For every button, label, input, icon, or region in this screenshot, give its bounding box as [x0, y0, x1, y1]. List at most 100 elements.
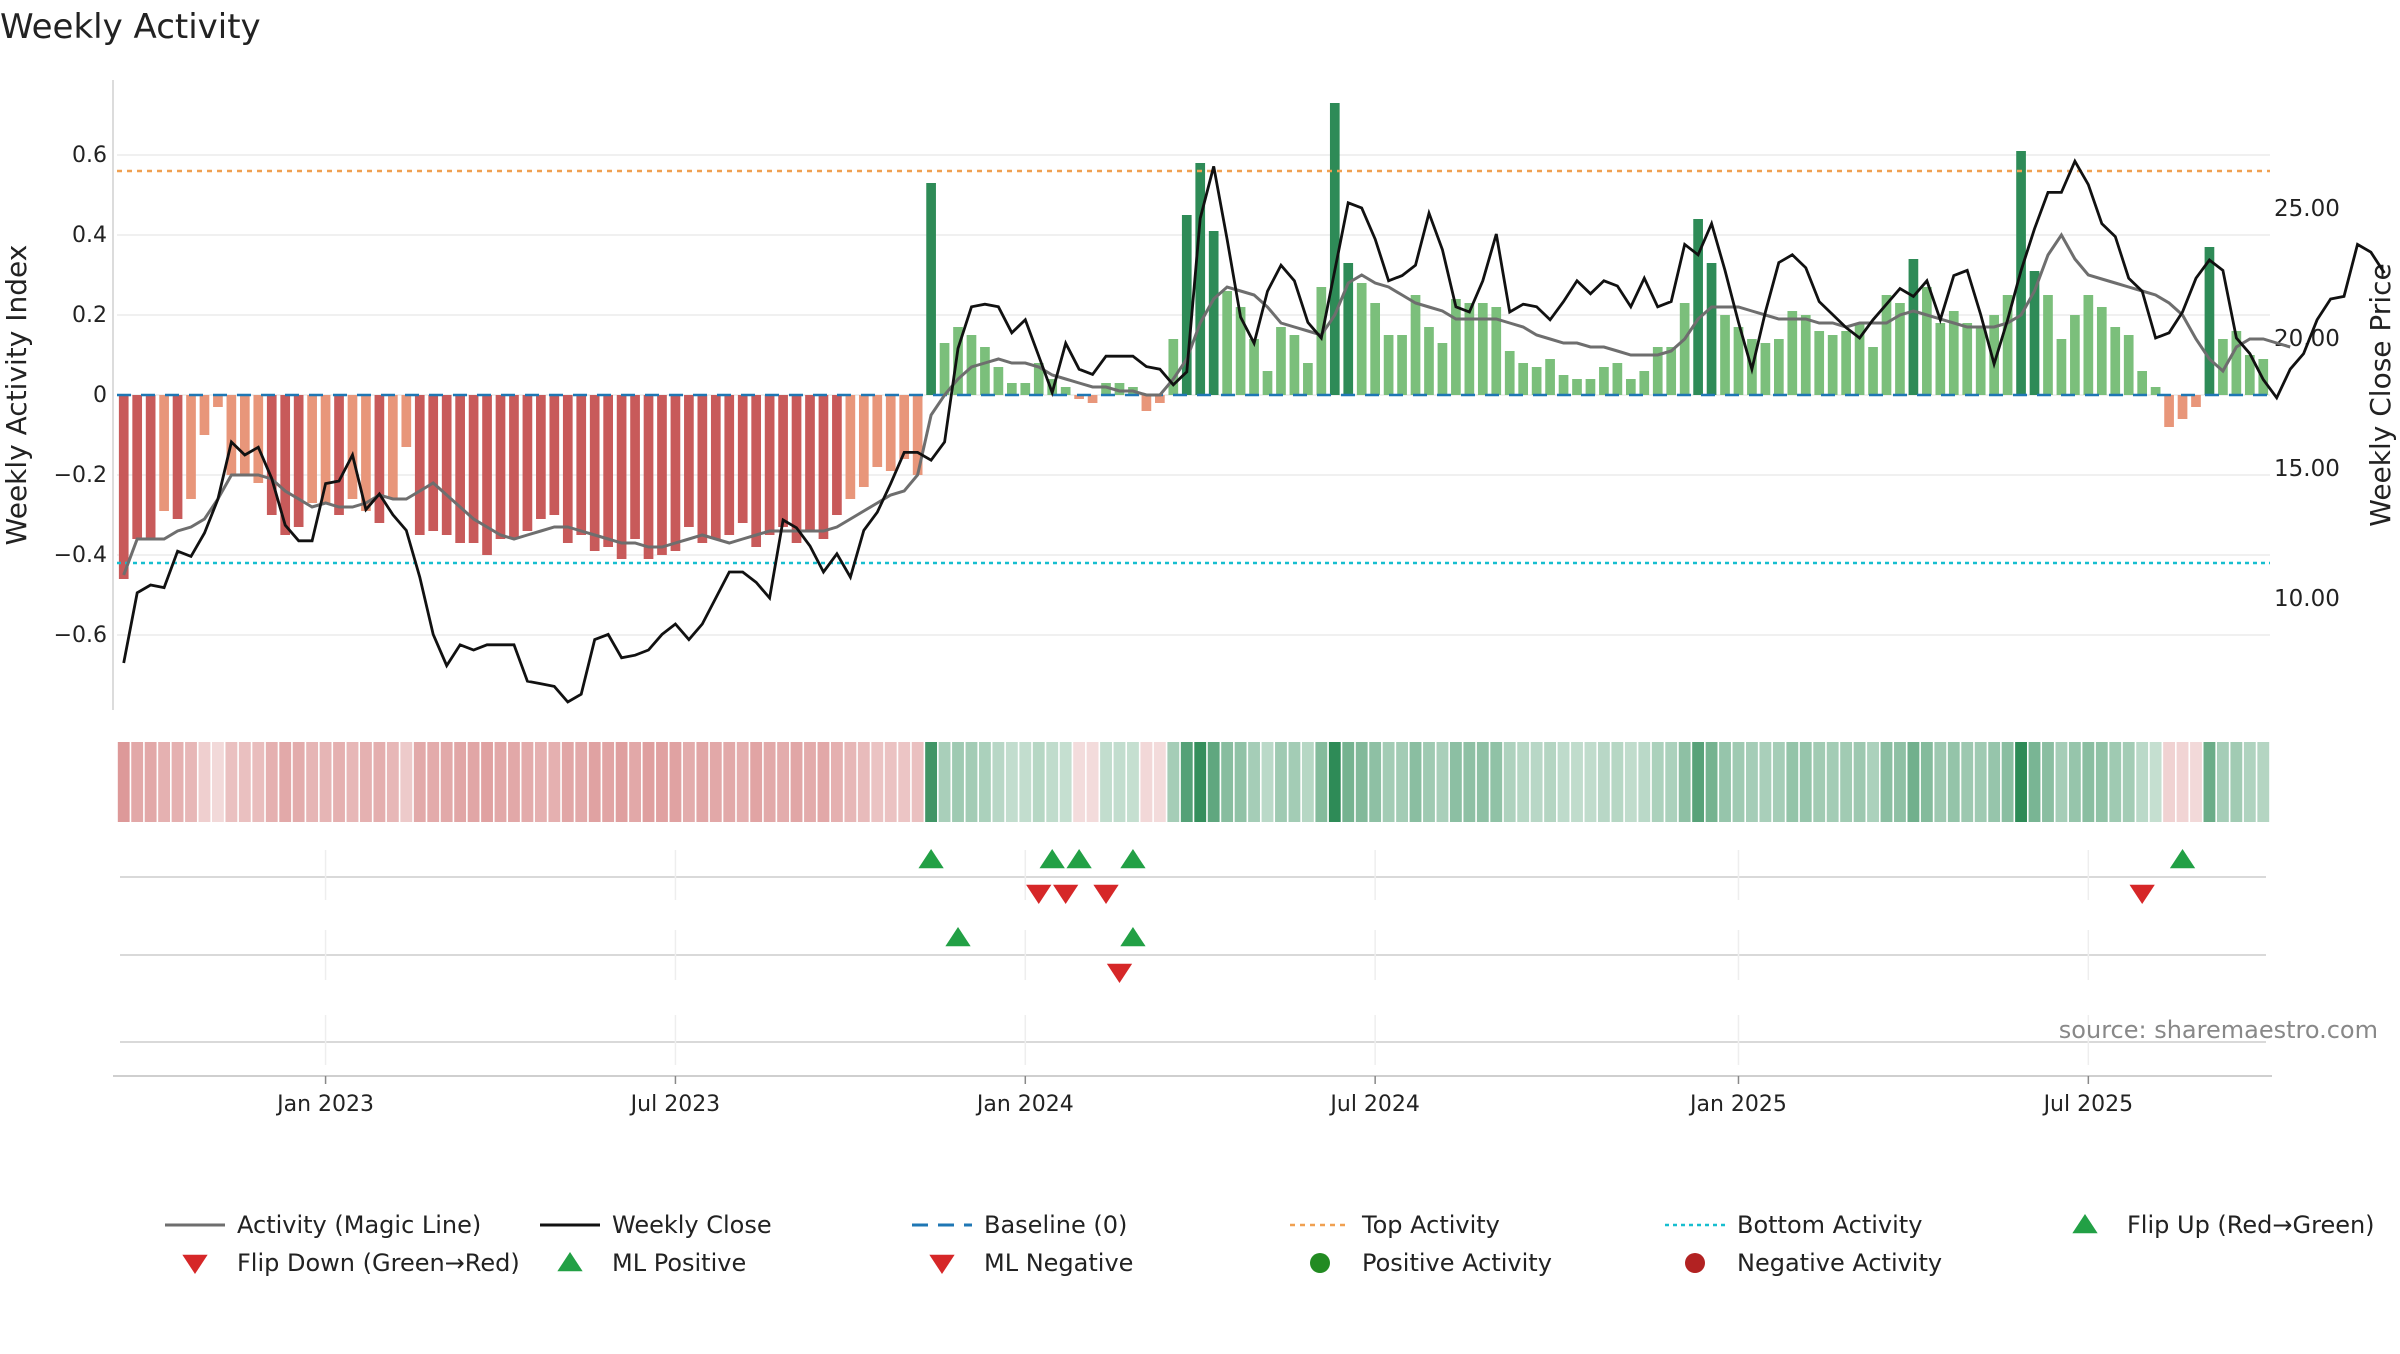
y-left-axis-label: Weekly Activity Index [0, 245, 33, 546]
activity-bar-negative [239, 395, 250, 475]
heat-strip-cell [642, 742, 655, 822]
heat-strip-cell [1194, 742, 1207, 822]
activity-bar-positive [1827, 335, 1838, 395]
y-left-tick-label: −0.6 [54, 623, 107, 648]
flip-up-marker [918, 849, 944, 869]
activity-bar-positive [1451, 299, 1461, 395]
heat-strip-cell [413, 742, 426, 822]
heat-strip-cell [1046, 742, 1059, 822]
legend-item: ML Negative [929, 1249, 1133, 1277]
heat-strip-cell [2015, 742, 2027, 822]
activity-bar-positive [1720, 315, 1730, 395]
heat-strip-cell [1638, 742, 1651, 822]
heat-strip-cell [1934, 742, 1947, 822]
activity-bar-negative [536, 395, 546, 519]
heat-strip-cell [871, 742, 884, 822]
activity-bar-positive [1208, 231, 1219, 395]
activity-bar-positive [1235, 307, 1246, 395]
legend-swatch [1310, 1253, 1330, 1273]
heat-strip-cell [1813, 742, 1826, 822]
activity-bar-negative [307, 395, 317, 503]
activity-bar-positive [2244, 355, 2255, 395]
activity-bar-positive [2096, 307, 2107, 395]
activity-bar-positive [2137, 371, 2148, 395]
heat-strip-cell [2203, 742, 2216, 822]
ml-positive-marker [945, 927, 971, 947]
heat-strip-cell [952, 742, 964, 822]
flip-down-marker [1053, 884, 1079, 904]
activity-bar-negative [280, 395, 291, 535]
activity-bar-positive [1558, 375, 1569, 395]
heat-strip-cell [131, 742, 144, 822]
activity-bar-positive [1464, 303, 1475, 395]
legend-item: Flip Down (Green→Red) [182, 1249, 520, 1277]
activity-bar-positive [1693, 219, 1703, 395]
heat-strip-cell [1019, 742, 1032, 822]
activity-bar-positive [1168, 339, 1179, 395]
heat-strip-cell [777, 742, 790, 822]
heat-strip-cell [911, 742, 924, 822]
activity-bar-positive [1020, 383, 1031, 395]
heat-strip-cell [117, 742, 130, 822]
heat-strip-cell [1732, 742, 1745, 822]
heat-strip-cell [561, 742, 574, 822]
activity-bar-positive [1289, 335, 1300, 395]
heat-strip-cell [1692, 742, 1705, 822]
activity-bar-negative [266, 395, 277, 515]
heat-strip-cell [306, 742, 319, 822]
activity-bar-negative [643, 395, 654, 559]
activity-bar-positive [1585, 379, 1596, 395]
activity-bar-positive [1612, 363, 1623, 395]
heat-strip-cell [709, 742, 722, 822]
heat-strip-cell [1476, 742, 1489, 822]
activity-bar-positive [1370, 303, 1381, 395]
heat-strip-cell [1261, 742, 1274, 822]
heat-strip-cell [1746, 742, 1758, 822]
heat-strip-cell [292, 742, 305, 822]
activity-bar-positive [1760, 343, 1771, 395]
heat-strip-cell [1867, 742, 1879, 822]
heat-strip-cell [1140, 742, 1153, 822]
activity-bar-positive [1639, 371, 1650, 395]
activity-bar-negative [630, 395, 640, 539]
heat-strip-cell [1396, 742, 1408, 822]
activity-bar-positive [1935, 323, 1946, 395]
heat-strip-cell [1665, 742, 1678, 822]
activity-bar-negative [805, 395, 815, 531]
heat-strip-cell [588, 742, 601, 822]
activity-bar-positive [1841, 331, 1851, 395]
heat-strip-cell [1328, 742, 1341, 822]
heat-strip-cell [1463, 742, 1476, 822]
heat-strip-cell [346, 742, 359, 822]
activity-bar-negative [549, 395, 560, 515]
heat-strip-cell [1988, 742, 2001, 822]
activity-bar-positive [1975, 327, 1986, 395]
heat-strip-cell [494, 742, 507, 822]
flip-down-marker [2129, 884, 2155, 904]
heat-strip-cell [225, 742, 238, 822]
activity-bar-positive [1572, 379, 1582, 395]
heat-strip-cell [1557, 742, 1570, 822]
heat-strip-cell [1772, 742, 1785, 822]
activity-bar-negative [495, 395, 506, 539]
heat-strip-cell [2163, 742, 2175, 822]
activity-bar-negative [589, 395, 600, 551]
x-tick-label: Jul 2023 [629, 1092, 721, 1117]
heat-strip-cell [857, 742, 870, 822]
heat-strip-cell [534, 742, 547, 822]
heat-strip-cell [1571, 742, 1583, 822]
activity-bar-positive [953, 327, 963, 395]
heat-strip-cell [1073, 742, 1086, 822]
heat-strip-cell [723, 742, 736, 822]
flip-up-marker [1066, 849, 1092, 869]
heat-strip-cell [1584, 742, 1597, 822]
activity-bar-positive [1531, 367, 1542, 395]
y-left-tick-label: −0.4 [54, 543, 107, 568]
flip-up-marker [1039, 849, 1065, 869]
heat-strip-cell [2230, 742, 2243, 822]
heat-strip-cell [481, 742, 493, 822]
heat-strip-cell [2149, 742, 2162, 822]
x-tick-label: Jul 2024 [1328, 1092, 1420, 1117]
heat-strip-cell [1221, 742, 1234, 822]
